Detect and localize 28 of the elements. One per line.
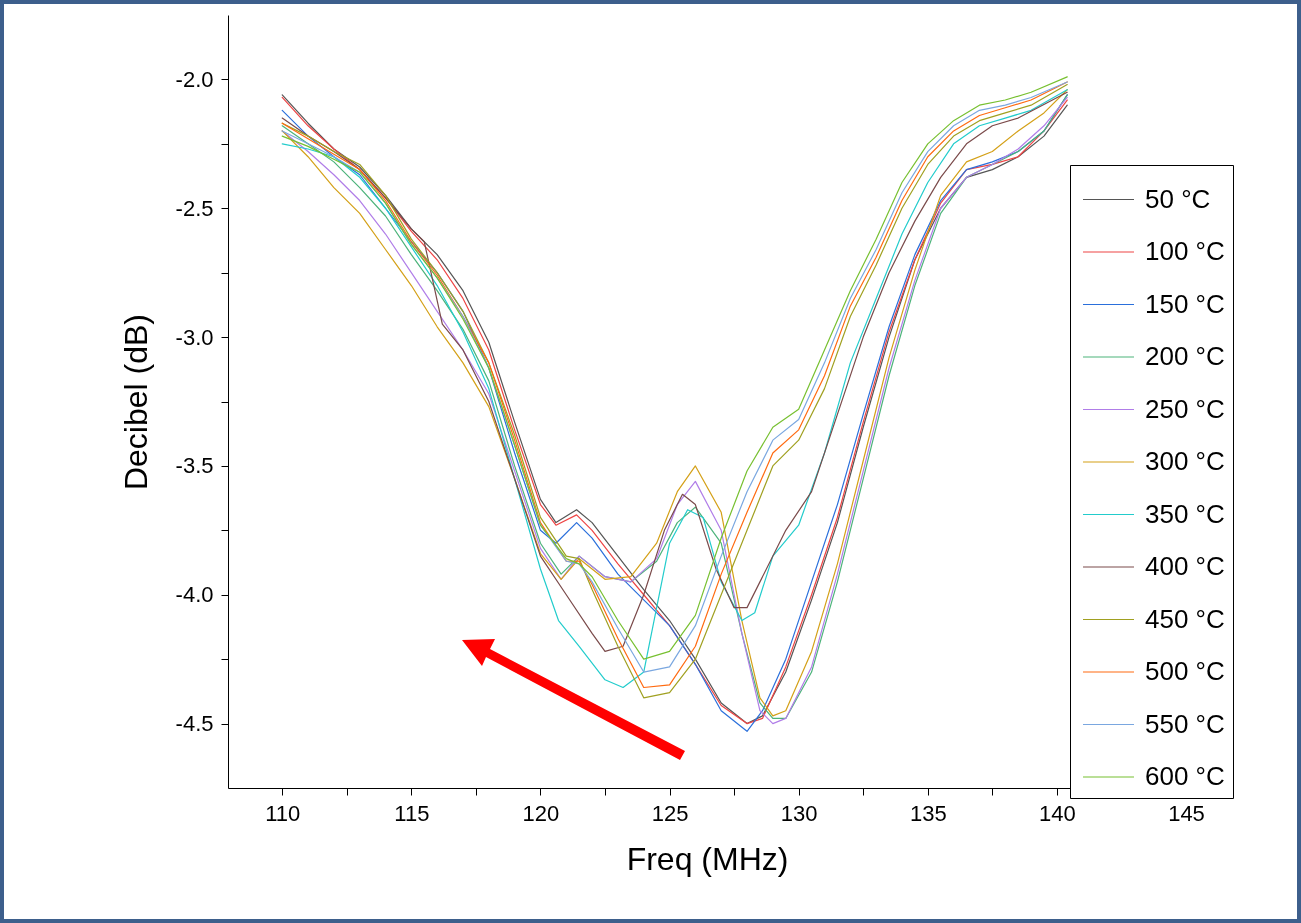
y-tick-label: -4.5 — [175, 711, 214, 737]
legend-label: 300 °C — [1145, 446, 1225, 476]
legend-label: 400 °C — [1145, 551, 1225, 581]
x-tick-label: 130 — [780, 800, 818, 826]
x-tick-label: 140 — [1039, 800, 1076, 826]
x-tick-label: 145 — [1168, 800, 1205, 826]
y-tick-label: -2.0 — [175, 66, 214, 92]
x-tick-label: 110 — [265, 800, 301, 826]
legend-label: 50 °C — [1145, 183, 1211, 214]
legend-label: 200 °C — [1145, 341, 1225, 371]
x-tick-label: 120 — [522, 800, 560, 826]
legend-label: 550 °C — [1145, 708, 1225, 739]
x-axis-title: Freq (MHz) — [626, 840, 789, 877]
y-axis-title: Decibel (dB) — [117, 313, 154, 491]
y-tick-label: -4.0 — [175, 582, 214, 608]
legend-label: 450 °C — [1145, 603, 1225, 634]
x-tick-label: 115 — [394, 800, 430, 826]
legend-label: 250 °C — [1145, 393, 1225, 424]
y-tick-label: -2.5 — [175, 195, 214, 221]
x-tick-label: 135 — [909, 800, 947, 826]
y-tick-label: -3.0 — [175, 324, 214, 350]
legend-label: 500 °C — [1145, 656, 1225, 686]
legend-label: 150 °C — [1145, 288, 1225, 319]
legend-label: 100 °C — [1145, 236, 1225, 266]
legend-label: 600 °C — [1145, 761, 1225, 791]
legend-label: 350 °C — [1145, 498, 1225, 529]
y-tick-label: -3.5 — [175, 453, 214, 479]
x-tick-label: 125 — [651, 800, 689, 826]
